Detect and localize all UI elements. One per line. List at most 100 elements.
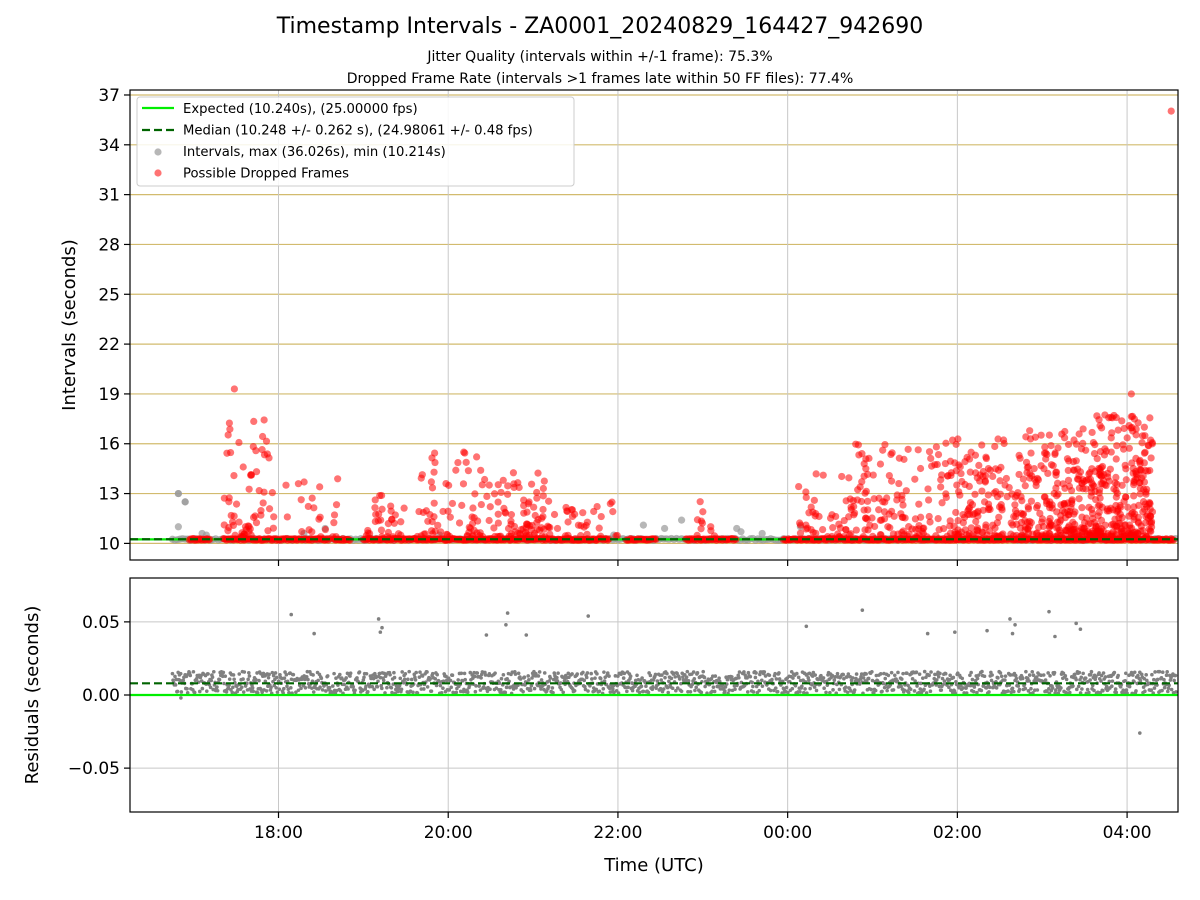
dropped-frame-point <box>474 517 482 525</box>
dropped-frame-point <box>1094 502 1102 510</box>
residual-point <box>927 673 931 678</box>
residual-point <box>375 684 380 689</box>
residual-point <box>906 690 911 695</box>
dropped-frame-point <box>838 472 846 481</box>
residual-point <box>943 671 948 676</box>
jitter-quality-subtitle: Jitter Quality (intervals within +/-1 fr… <box>427 49 773 65</box>
residual-point <box>759 678 764 683</box>
dropped-frame-point <box>984 505 993 514</box>
residual-point <box>425 685 430 689</box>
dropped-frame-point <box>699 508 707 516</box>
residual-point <box>1097 671 1101 675</box>
residual-point <box>179 690 184 694</box>
residual-point <box>962 691 966 695</box>
dropped-frame-point <box>947 469 956 477</box>
dropped-frame-point <box>265 505 274 513</box>
dropped-frame-point <box>524 500 532 508</box>
dropped-frame-point <box>957 469 965 478</box>
residual-point <box>1087 690 1091 695</box>
dropped-frame-point <box>1063 455 1072 463</box>
dropped-frame-point <box>1064 476 1073 484</box>
residual-point <box>742 670 746 674</box>
dropped-frame-point <box>510 483 518 492</box>
dropped-frame-point <box>900 455 908 463</box>
residual-point <box>640 676 644 680</box>
dropped-frame-point <box>1095 470 1103 479</box>
dropped-frame-point <box>1001 481 1009 489</box>
residual-point <box>745 690 750 694</box>
residual-point <box>846 672 851 676</box>
dropped-frame-point <box>898 495 906 504</box>
dropped-frame-point <box>1030 465 1038 473</box>
dropped-frame-point <box>1116 510 1124 518</box>
residual-point <box>231 673 236 677</box>
residual-point <box>975 676 980 681</box>
residual-point <box>191 669 196 674</box>
dropped-frame-point <box>986 466 994 474</box>
dropped-frame-point <box>239 463 247 471</box>
dropped-frame-point <box>294 480 303 488</box>
dropped-frame-point <box>974 524 982 532</box>
residual-point <box>1121 688 1126 693</box>
dropped-frame-point <box>539 484 547 493</box>
residual-point <box>984 686 989 690</box>
dropped-frame-point <box>257 507 265 515</box>
residual-point <box>310 679 315 683</box>
residual-point <box>324 689 328 693</box>
residual-point <box>895 679 900 683</box>
dropped-frame-point <box>887 450 895 459</box>
dropped-frame-point <box>509 469 518 477</box>
dropped-frame-point <box>223 449 231 457</box>
residual-point <box>699 690 704 695</box>
residual-point <box>723 689 727 693</box>
residual-point <box>601 686 606 691</box>
top-ytick-label: 16 <box>98 435 120 455</box>
dropped-frame-point <box>330 511 339 519</box>
top-ytick-label: 25 <box>98 285 120 305</box>
residual-point <box>487 671 492 676</box>
dropped-frame-point <box>439 507 447 516</box>
dropped-frame-point <box>452 466 460 474</box>
residual-point <box>651 684 655 689</box>
dropped-frame-point <box>1098 424 1106 432</box>
residual-point <box>969 670 973 675</box>
residual-point <box>444 674 448 679</box>
residual-point <box>917 672 922 676</box>
dropped-frame-point <box>300 478 308 486</box>
residual-point <box>276 679 281 683</box>
residual-point <box>435 672 439 677</box>
residual-point <box>285 684 289 689</box>
dropped-frame-point <box>959 511 967 519</box>
residual-point <box>864 672 868 676</box>
residual-point <box>622 671 627 676</box>
residual-point <box>910 677 915 681</box>
residual-point <box>780 679 785 684</box>
residual-point <box>661 687 666 691</box>
legend-entry-label: Intervals, max (36.026s), min (10.214s) <box>183 145 446 160</box>
dropped-frame-point <box>1032 482 1040 490</box>
dropped-frame-point <box>886 524 894 532</box>
dropped-frame-point <box>810 496 818 504</box>
bottom-y-axis-label: Residuals (seconds) <box>22 606 43 785</box>
residual-point <box>550 686 555 690</box>
legend-intervals-swatch <box>154 148 162 156</box>
residual-point <box>917 690 921 695</box>
residual-point <box>390 690 394 695</box>
residual-point <box>1116 673 1120 678</box>
residual-point <box>1023 686 1028 691</box>
bottom-xtick-label: 22:00 <box>593 823 642 843</box>
residual-point <box>913 679 917 683</box>
dropped-frame-point <box>533 488 541 497</box>
residual-point <box>474 684 478 688</box>
bottom-xtick-label: 00:00 <box>763 823 812 843</box>
residual-outlier-point <box>925 631 930 636</box>
residual-point <box>845 690 850 695</box>
dropped-frame-point <box>448 499 457 508</box>
residual-outlier-point <box>860 608 865 612</box>
residual-point <box>181 678 186 683</box>
top-ytick-label: 34 <box>98 136 120 156</box>
residual-point <box>438 683 443 688</box>
residual-point <box>400 670 404 674</box>
residual-point <box>1092 688 1096 693</box>
